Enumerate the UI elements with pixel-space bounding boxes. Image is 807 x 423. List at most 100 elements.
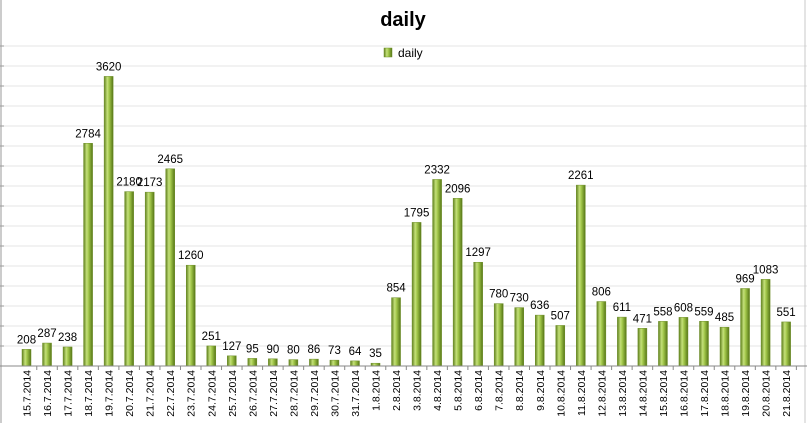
bar	[165, 168, 175, 367]
x-tick-label: 11.8.2014	[576, 370, 588, 416]
data-label: 551	[777, 307, 796, 319]
x-tick-label: 13.8.2014	[617, 370, 629, 417]
bar	[452, 198, 463, 367]
bar	[83, 143, 93, 367]
x-tick-label: 20.7.2014	[124, 370, 136, 417]
x-tick-label: 3.8.2014	[412, 370, 424, 411]
data-label: 854	[386, 283, 406, 295]
data-label: 558	[653, 306, 672, 318]
x-tick-label: 15.8.2014	[658, 370, 670, 417]
data-label: 608	[674, 302, 693, 314]
bar	[350, 360, 360, 367]
data-label: 287	[37, 328, 56, 340]
data-label: 86	[308, 344, 321, 356]
bar	[124, 191, 134, 367]
bar	[268, 358, 278, 367]
bar	[617, 316, 627, 367]
data-label: 611	[613, 302, 631, 314]
data-label: 2180	[116, 177, 142, 189]
data-label: 90	[266, 344, 279, 356]
bar	[309, 358, 319, 367]
x-tick-label: 18.7.2014	[83, 370, 95, 417]
data-label: 636	[530, 300, 549, 312]
x-tick-label: 6.8.2014	[473, 370, 485, 411]
x-tick-label: 9.8.2014	[535, 370, 547, 411]
x-tick-label: 30.7.2014	[329, 370, 341, 417]
data-label: 73	[328, 345, 341, 357]
data-label: 485	[715, 312, 734, 324]
x-tick-label: 27.7.2014	[268, 370, 280, 417]
bar	[576, 184, 586, 367]
data-label: 1083	[753, 264, 779, 276]
bar	[596, 301, 607, 367]
bar	[473, 261, 483, 367]
x-tick-label: 2.8.2014	[391, 370, 403, 411]
data-label: 64	[349, 346, 362, 358]
x-tick-label: 14.8.2014	[637, 370, 649, 417]
data-label: 251	[202, 331, 221, 343]
bar	[227, 355, 237, 367]
bar	[637, 328, 648, 367]
bar	[247, 358, 258, 367]
bar	[493, 303, 504, 367]
x-tick-label: 25.7.2014	[227, 370, 239, 417]
bar	[144, 191, 155, 367]
x-tick-label: 26.7.2014	[247, 370, 259, 417]
x-tick-label: 19.8.2014	[740, 370, 752, 417]
data-label: 2332	[424, 164, 450, 176]
x-tick-label: 20.8.2014	[761, 370, 773, 417]
data-label: 80	[287, 345, 300, 357]
x-tick-label: 5.8.2014	[453, 370, 465, 411]
gridlines	[0, 45, 807, 347]
data-label: 730	[510, 293, 529, 305]
data-label: 2096	[445, 183, 471, 195]
data-label: 35	[369, 348, 382, 360]
bar	[62, 346, 73, 367]
x-tick-label: 21.8.2014	[781, 370, 793, 417]
x-tick-label: 1.8.2014	[371, 370, 383, 411]
bar	[658, 321, 668, 367]
x-tick-label: 8.8.2014	[514, 370, 526, 411]
bar	[288, 359, 299, 367]
bar	[678, 317, 689, 367]
x-tick-label: 17.7.2014	[63, 370, 75, 417]
x-tick-label: 23.7.2014	[186, 370, 198, 417]
data-label: 507	[551, 310, 570, 322]
data-label: 806	[592, 287, 611, 299]
data-label: 2261	[568, 170, 594, 182]
data-label: 1297	[465, 247, 491, 259]
x-tick-label: 10.8.2014	[555, 370, 567, 417]
data-label: 3620	[96, 61, 122, 73]
x-tick-label: 15.7.2014	[22, 370, 34, 417]
x-tick-label: 16.8.2014	[678, 370, 690, 417]
x-tick-labels: 15.7.2014 16.7.2014 17.7.2014 18.7.2014 19.7…	[22, 366, 797, 417]
data-label: 559	[694, 306, 713, 318]
x-tick-label: 7.8.2014	[494, 370, 506, 411]
bar	[206, 345, 217, 367]
x-tick-label: 29.7.2014	[309, 370, 321, 417]
bar	[740, 288, 750, 367]
x-tick-label: 12.8.2014	[596, 370, 608, 417]
data-label: 1795	[404, 207, 430, 219]
data-label: 2173	[137, 177, 163, 189]
legend-label: daily	[398, 46, 423, 60]
x-tick-label: 21.7.2014	[145, 370, 157, 417]
bar	[514, 307, 524, 367]
bar	[21, 349, 32, 367]
x-tick-label: 24.7.2014	[206, 370, 218, 417]
bar	[760, 279, 771, 367]
x-tick-label: 4.8.2014	[432, 370, 444, 411]
data-label: 471	[633, 313, 652, 325]
bar	[719, 326, 730, 367]
bar	[42, 342, 52, 367]
x-tick-label: 19.7.2014	[104, 370, 116, 417]
bar	[432, 179, 442, 367]
x-tick-label: 16.7.2014	[42, 370, 54, 417]
data-label: 969	[735, 273, 754, 285]
bar	[535, 314, 545, 367]
data-label: 2465	[157, 154, 183, 166]
data-label: 95	[246, 343, 259, 355]
